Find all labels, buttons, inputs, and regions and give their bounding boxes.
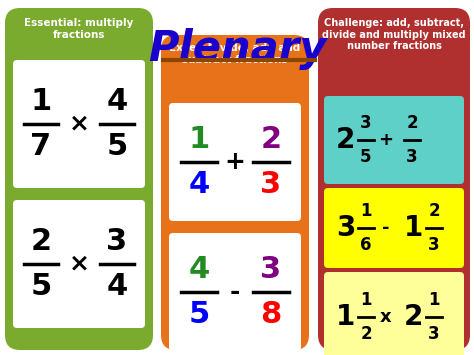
Text: 6: 6 (360, 236, 372, 254)
Text: 5: 5 (106, 132, 128, 162)
Text: 2: 2 (406, 114, 418, 132)
Text: 4: 4 (106, 87, 128, 115)
Text: 4: 4 (188, 170, 210, 200)
Text: 1: 1 (188, 125, 210, 153)
Text: -: - (382, 219, 390, 237)
Text: x: x (380, 308, 392, 326)
Text: 1: 1 (360, 202, 372, 220)
FancyBboxPatch shape (13, 200, 145, 328)
Text: 2: 2 (260, 125, 282, 153)
Text: 1: 1 (360, 291, 372, 309)
FancyBboxPatch shape (13, 60, 145, 188)
FancyBboxPatch shape (169, 103, 301, 221)
Text: 2: 2 (30, 226, 52, 256)
Text: 4: 4 (188, 255, 210, 284)
Text: 1: 1 (428, 291, 440, 309)
Text: 8: 8 (260, 300, 282, 329)
Text: 7: 7 (30, 132, 52, 162)
Text: Essential: multiply
fractions: Essential: multiply fractions (24, 18, 134, 40)
FancyBboxPatch shape (161, 35, 309, 350)
Text: -: - (230, 280, 240, 304)
FancyBboxPatch shape (169, 233, 301, 351)
Text: 5: 5 (360, 148, 372, 166)
FancyBboxPatch shape (5, 8, 153, 350)
Text: 1: 1 (336, 303, 355, 331)
FancyBboxPatch shape (318, 8, 470, 350)
Text: 5: 5 (188, 300, 210, 329)
Text: 3: 3 (336, 214, 356, 242)
Text: 5: 5 (30, 273, 52, 301)
Text: 3: 3 (406, 148, 418, 166)
Text: 2: 2 (336, 126, 356, 154)
Text: Challenge: add, subtract,
divide and multiply mixed
number fractions: Challenge: add, subtract, divide and mul… (322, 18, 466, 51)
Text: 2: 2 (428, 202, 440, 220)
Text: 3: 3 (360, 114, 372, 132)
Text: 1: 1 (30, 87, 52, 115)
Text: Plenary: Plenary (148, 28, 326, 70)
Text: 3: 3 (428, 325, 440, 343)
Text: Excel: Divide, add and
subtract fractions: Excel: Divide, add and subtract fraction… (169, 43, 301, 65)
Text: 3: 3 (260, 170, 282, 200)
Text: 4: 4 (106, 273, 128, 301)
Text: 3: 3 (260, 255, 282, 284)
Text: 3: 3 (107, 226, 128, 256)
Text: +: + (225, 150, 246, 174)
Text: +: + (379, 131, 393, 149)
Text: 3: 3 (428, 236, 440, 254)
Text: 1: 1 (404, 214, 423, 242)
FancyBboxPatch shape (324, 96, 464, 184)
Text: 2: 2 (404, 303, 423, 331)
FancyBboxPatch shape (324, 272, 464, 355)
Text: ×: × (69, 112, 90, 136)
Text: ×: × (69, 252, 90, 276)
Text: 2: 2 (360, 325, 372, 343)
FancyBboxPatch shape (324, 188, 464, 268)
